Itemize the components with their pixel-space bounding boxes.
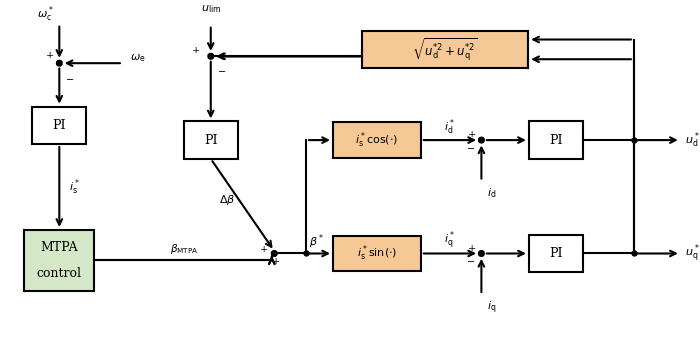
Text: +: +	[46, 51, 54, 60]
Text: $\sqrt{u_{\rm d}^{*2}+u_{\rm q}^{*2}}$: $\sqrt{u_{\rm d}^{*2}+u_{\rm q}^{*2}}$	[412, 36, 478, 63]
Text: $i_{\rm q}$: $i_{\rm q}$	[487, 300, 496, 316]
Text: $-$: $-$	[217, 66, 226, 75]
Bar	[32, 106, 86, 144]
Text: $u_{\rm q}^*$: $u_{\rm q}^*$	[685, 242, 699, 265]
Circle shape	[479, 251, 484, 256]
Text: PI: PI	[549, 247, 562, 260]
Text: PI: PI	[52, 119, 66, 132]
Text: +: +	[468, 244, 476, 252]
Text: $u_{\rm d}^*$: $u_{\rm d}^*$	[685, 130, 699, 150]
Bar	[184, 121, 237, 159]
Circle shape	[479, 138, 484, 143]
Text: +: +	[192, 46, 200, 55]
Text: $-$: $-$	[466, 257, 475, 265]
Bar	[362, 31, 528, 68]
Text: $i_{\rm d}^*$: $i_{\rm d}^*$	[444, 118, 456, 137]
Circle shape	[272, 251, 276, 256]
Text: $u_{\rm lim}$: $u_{\rm lim}$	[201, 3, 221, 15]
Text: control: control	[37, 267, 82, 280]
Text: $\omega_{\rm c}^*$: $\omega_{\rm c}^*$	[38, 4, 55, 24]
Bar	[528, 121, 582, 159]
Text: $\beta^*$: $\beta^*$	[309, 232, 324, 251]
Text: $-$: $-$	[64, 74, 74, 83]
Circle shape	[57, 61, 62, 66]
Text: $\omega_{\rm e}$: $\omega_{\rm e}$	[130, 52, 146, 64]
Text: $\Delta\beta$: $\Delta\beta$	[218, 193, 235, 207]
Text: $\beta_{\rm MTPA}$: $\beta_{\rm MTPA}$	[170, 242, 199, 256]
Bar	[333, 122, 421, 158]
Bar	[528, 235, 582, 272]
Text: $i_{\rm d}$: $i_{\rm d}$	[487, 187, 496, 200]
Text: PI: PI	[549, 134, 562, 147]
Text: $i_{\rm q}^*$: $i_{\rm q}^*$	[444, 230, 456, 252]
Text: MTPA: MTPA	[41, 241, 78, 254]
Bar	[333, 236, 421, 271]
Text: +: +	[260, 245, 268, 254]
Text: $i_{\rm s}^*$: $i_{\rm s}^*$	[69, 177, 80, 197]
Circle shape	[209, 54, 214, 59]
Text: +: +	[468, 130, 476, 139]
Text: $i_{\rm s}^*\cos(\cdot)$: $i_{\rm s}^*\cos(\cdot)$	[356, 130, 398, 150]
Text: PI: PI	[204, 134, 218, 147]
Bar	[24, 230, 94, 291]
Text: $-$: $-$	[466, 143, 475, 152]
Text: $i_{\rm s}^*\sin(\cdot)$: $i_{\rm s}^*\sin(\cdot)$	[357, 244, 397, 263]
Text: +: +	[272, 257, 280, 266]
